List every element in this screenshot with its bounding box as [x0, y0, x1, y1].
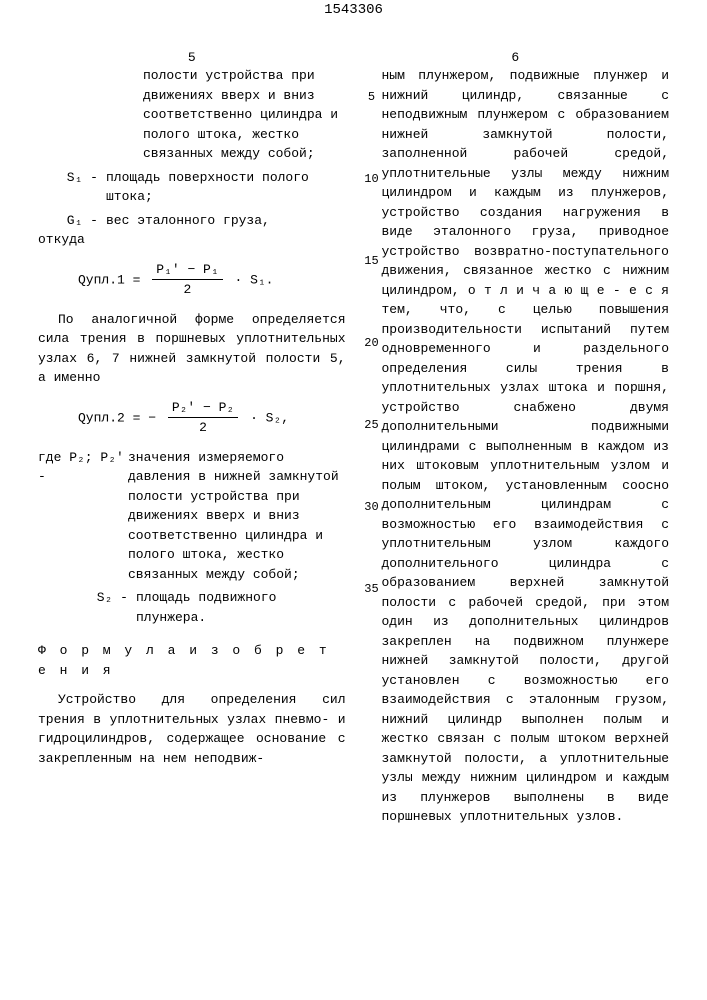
document-number: 1543306: [0, 0, 707, 21]
formula-q2: Qупл.2 = − P₂' − P₂ 2 · S₂,: [78, 398, 346, 438]
q2-right: · S₂,: [250, 410, 289, 425]
s1-symbol: S₁ -: [38, 168, 106, 207]
line-number: 5: [362, 88, 382, 170]
q1-fraction: P₁' − P₁ 2: [152, 260, 222, 300]
right-column: 6 5 10 15 20 25 30 35 ным плунжером, под…: [354, 48, 678, 827]
q2-denominator: 2: [168, 418, 238, 438]
q2-fraction: P₂' − P₂ 2: [168, 398, 238, 438]
q2-left: Qупл.2 = −: [78, 410, 156, 425]
line-number: 25: [362, 416, 382, 498]
line-number: 30: [362, 498, 382, 580]
line-number: 10: [362, 170, 382, 252]
q1-right: · S₁.: [234, 272, 273, 287]
left-p3: Устройство для определения сил трения в …: [38, 690, 346, 768]
s2-symbol: S₂ -: [38, 588, 136, 627]
page-number-right: 6: [511, 48, 519, 68]
line-number: 35: [362, 580, 382, 662]
s1-text: площадь поверхности полого штока;: [106, 168, 346, 207]
s2-def: S₂ - площадь подвижного плунжера.: [38, 588, 346, 627]
formula-title: Ф о р м у л а и з о б р е т е н и я: [38, 641, 346, 680]
s2-text: площадь подвижного плунжера.: [136, 588, 346, 627]
g1-symbol: G₁ -: [38, 211, 106, 231]
page-body: 5 полости устройства при движениях вверх…: [0, 33, 707, 842]
line-number-gutter: 5 10 15 20 25 30 35: [362, 66, 382, 827]
g1-text: вес эталонного груза,: [106, 211, 346, 231]
where-symbol: где P₂; P₂' -: [38, 448, 128, 585]
where-text: значения измеряемого давления в нижней з…: [128, 448, 346, 585]
left-p1: полости устройства при движениях вверх и…: [143, 66, 346, 164]
s1-def: S₁ - площадь поверхности полого штока;: [38, 168, 346, 207]
q1-denominator: 2: [152, 280, 222, 300]
right-body-text: ным плунжером, подвижные плунжер и нижни…: [382, 66, 670, 827]
whence-label: откуда: [38, 230, 346, 250]
line-number: 15: [362, 252, 382, 334]
g1-def: G₁ - вес эталонного груза,: [38, 211, 346, 231]
left-p2: По аналогичной форме определяется сила т…: [38, 310, 346, 388]
q2-numerator: P₂' − P₂: [168, 398, 238, 419]
left-column: 5 полости устройства при движениях вверх…: [30, 48, 354, 827]
formula-q1: Qупл.1 = P₁' − P₁ 2 · S₁.: [78, 260, 346, 300]
where-def: где P₂; P₂' - значения измеряемого давле…: [38, 448, 346, 585]
right-p1: ным плунжером, подвижные плунжер и нижни…: [382, 66, 670, 827]
q1-left: Qупл.1 =: [78, 272, 140, 287]
line-number: 20: [362, 334, 382, 416]
page-number-left: 5: [188, 48, 196, 68]
q1-numerator: P₁' − P₁: [152, 260, 222, 281]
